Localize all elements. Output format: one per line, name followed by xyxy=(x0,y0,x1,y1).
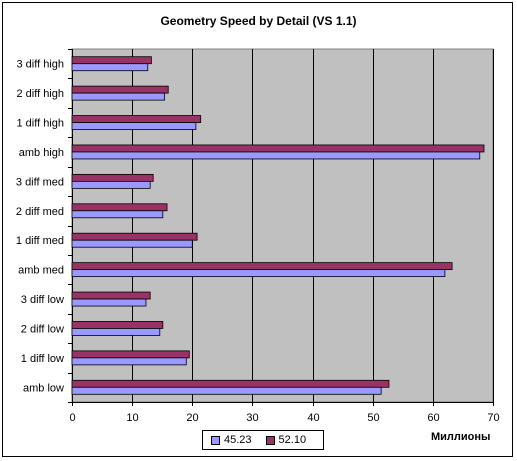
bar-series-1 xyxy=(71,298,147,307)
y-tick-label: amb low xyxy=(23,382,64,394)
x-tick-label: 10 xyxy=(126,412,138,424)
y-tick-label: 3 diff low xyxy=(21,294,64,306)
bar-series-2 xyxy=(71,85,169,94)
bar-series-2 xyxy=(71,321,164,329)
x-tick-label: 70 xyxy=(487,412,499,424)
y-tick-label: 1 diff low xyxy=(21,353,64,365)
plot-area: 0 10 20 30 40 50 60 70 3 diff high 2 diff high 1 d… xyxy=(16,48,500,424)
y-tick-label: 2 diff med xyxy=(16,206,64,218)
x-tick-label: 60 xyxy=(427,412,439,424)
y-tick-label: amb high xyxy=(19,147,64,159)
chart-title: Geometry Speed by Detail (VS 1.1) xyxy=(160,14,357,28)
bar-series-2 xyxy=(71,232,198,241)
y-tick-label: 2 diff low xyxy=(21,323,64,335)
legend-swatch-series-2 xyxy=(265,435,275,445)
bar-series-2 xyxy=(71,115,202,123)
bar-series-2 xyxy=(71,56,152,65)
bar-series-1 xyxy=(71,63,149,72)
x-tick-label: 40 xyxy=(307,412,319,424)
legend-label-series-2: 52.10 xyxy=(278,434,307,446)
bar-series-1 xyxy=(71,357,187,366)
y-tick-label: amb med xyxy=(18,265,64,277)
x-tick-label: 0 xyxy=(69,412,75,424)
y-tick-label: 1 diff high xyxy=(16,118,64,130)
legend-item-series-1: 45.23 xyxy=(211,434,252,446)
y-tick-label: 3 diff med xyxy=(16,176,64,188)
x-tick-label: 50 xyxy=(367,412,379,424)
bar-series-1 xyxy=(71,92,166,101)
bar-series-2 xyxy=(71,203,168,212)
bar-series-1 xyxy=(71,386,382,395)
bar-series-1 xyxy=(71,210,164,219)
bar-series-2 xyxy=(71,291,151,300)
legend-label-series-1: 45.23 xyxy=(224,434,252,446)
bar-series-1 xyxy=(71,122,197,130)
x-axis-unit-label: Миллионы xyxy=(431,431,491,443)
bar-series-1 xyxy=(71,269,446,278)
y-tick-label: 2 diff high xyxy=(16,88,64,100)
bar-series-2 xyxy=(71,262,453,271)
bar-series-1 xyxy=(71,151,481,160)
bar-series-1 xyxy=(71,180,151,189)
legend-item-series-2: 52.10 xyxy=(265,434,307,446)
x-tick-label: 30 xyxy=(246,412,258,424)
bar-series-2 xyxy=(71,144,485,153)
bar-series-1 xyxy=(71,328,161,336)
y-tick-label: 3 diff high xyxy=(16,59,64,71)
legend-swatch-series-1 xyxy=(211,435,220,445)
bar-series-2 xyxy=(71,173,154,182)
bar-series-2 xyxy=(71,350,190,359)
y-tick-label: 1 diff med xyxy=(16,235,64,247)
bar-series-2 xyxy=(71,379,390,388)
plot-background xyxy=(71,48,494,403)
legend: 45.23 52.10 xyxy=(202,430,324,450)
x-tick-label: 20 xyxy=(186,412,198,424)
bar-series-1 xyxy=(71,239,193,248)
